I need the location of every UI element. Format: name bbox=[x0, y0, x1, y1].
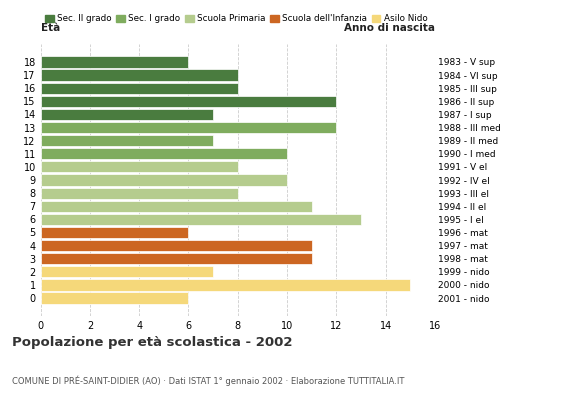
Bar bbox=[41, 82, 238, 94]
Text: Popolazione per età scolastica - 2002: Popolazione per età scolastica - 2002 bbox=[12, 336, 292, 349]
Legend: Sec. II grado, Sec. I grado, Scuola Primaria, Scuola dell'Infanzia, Asilo Nido: Sec. II grado, Sec. I grado, Scuola Prim… bbox=[45, 14, 427, 23]
Bar bbox=[41, 174, 287, 186]
Bar bbox=[41, 135, 213, 146]
Bar bbox=[41, 188, 238, 199]
Text: Anno di nascita: Anno di nascita bbox=[344, 23, 435, 33]
Bar bbox=[41, 56, 188, 68]
Bar bbox=[41, 214, 361, 225]
Bar bbox=[41, 266, 213, 278]
Bar bbox=[41, 227, 188, 238]
Bar bbox=[41, 96, 336, 107]
Bar bbox=[41, 148, 287, 159]
Bar bbox=[41, 279, 411, 290]
Bar bbox=[41, 161, 238, 172]
Bar bbox=[41, 201, 312, 212]
Bar bbox=[41, 292, 188, 304]
Bar bbox=[41, 109, 213, 120]
Bar bbox=[41, 240, 312, 251]
Bar bbox=[41, 253, 312, 264]
Text: COMUNE DI PRÉ-SAINT-DIDIER (AO) · Dati ISTAT 1° gennaio 2002 · Elaborazione TUTT: COMUNE DI PRÉ-SAINT-DIDIER (AO) · Dati I… bbox=[12, 376, 404, 386]
Bar bbox=[41, 122, 336, 133]
Bar bbox=[41, 70, 238, 81]
Text: Età: Età bbox=[41, 23, 60, 33]
